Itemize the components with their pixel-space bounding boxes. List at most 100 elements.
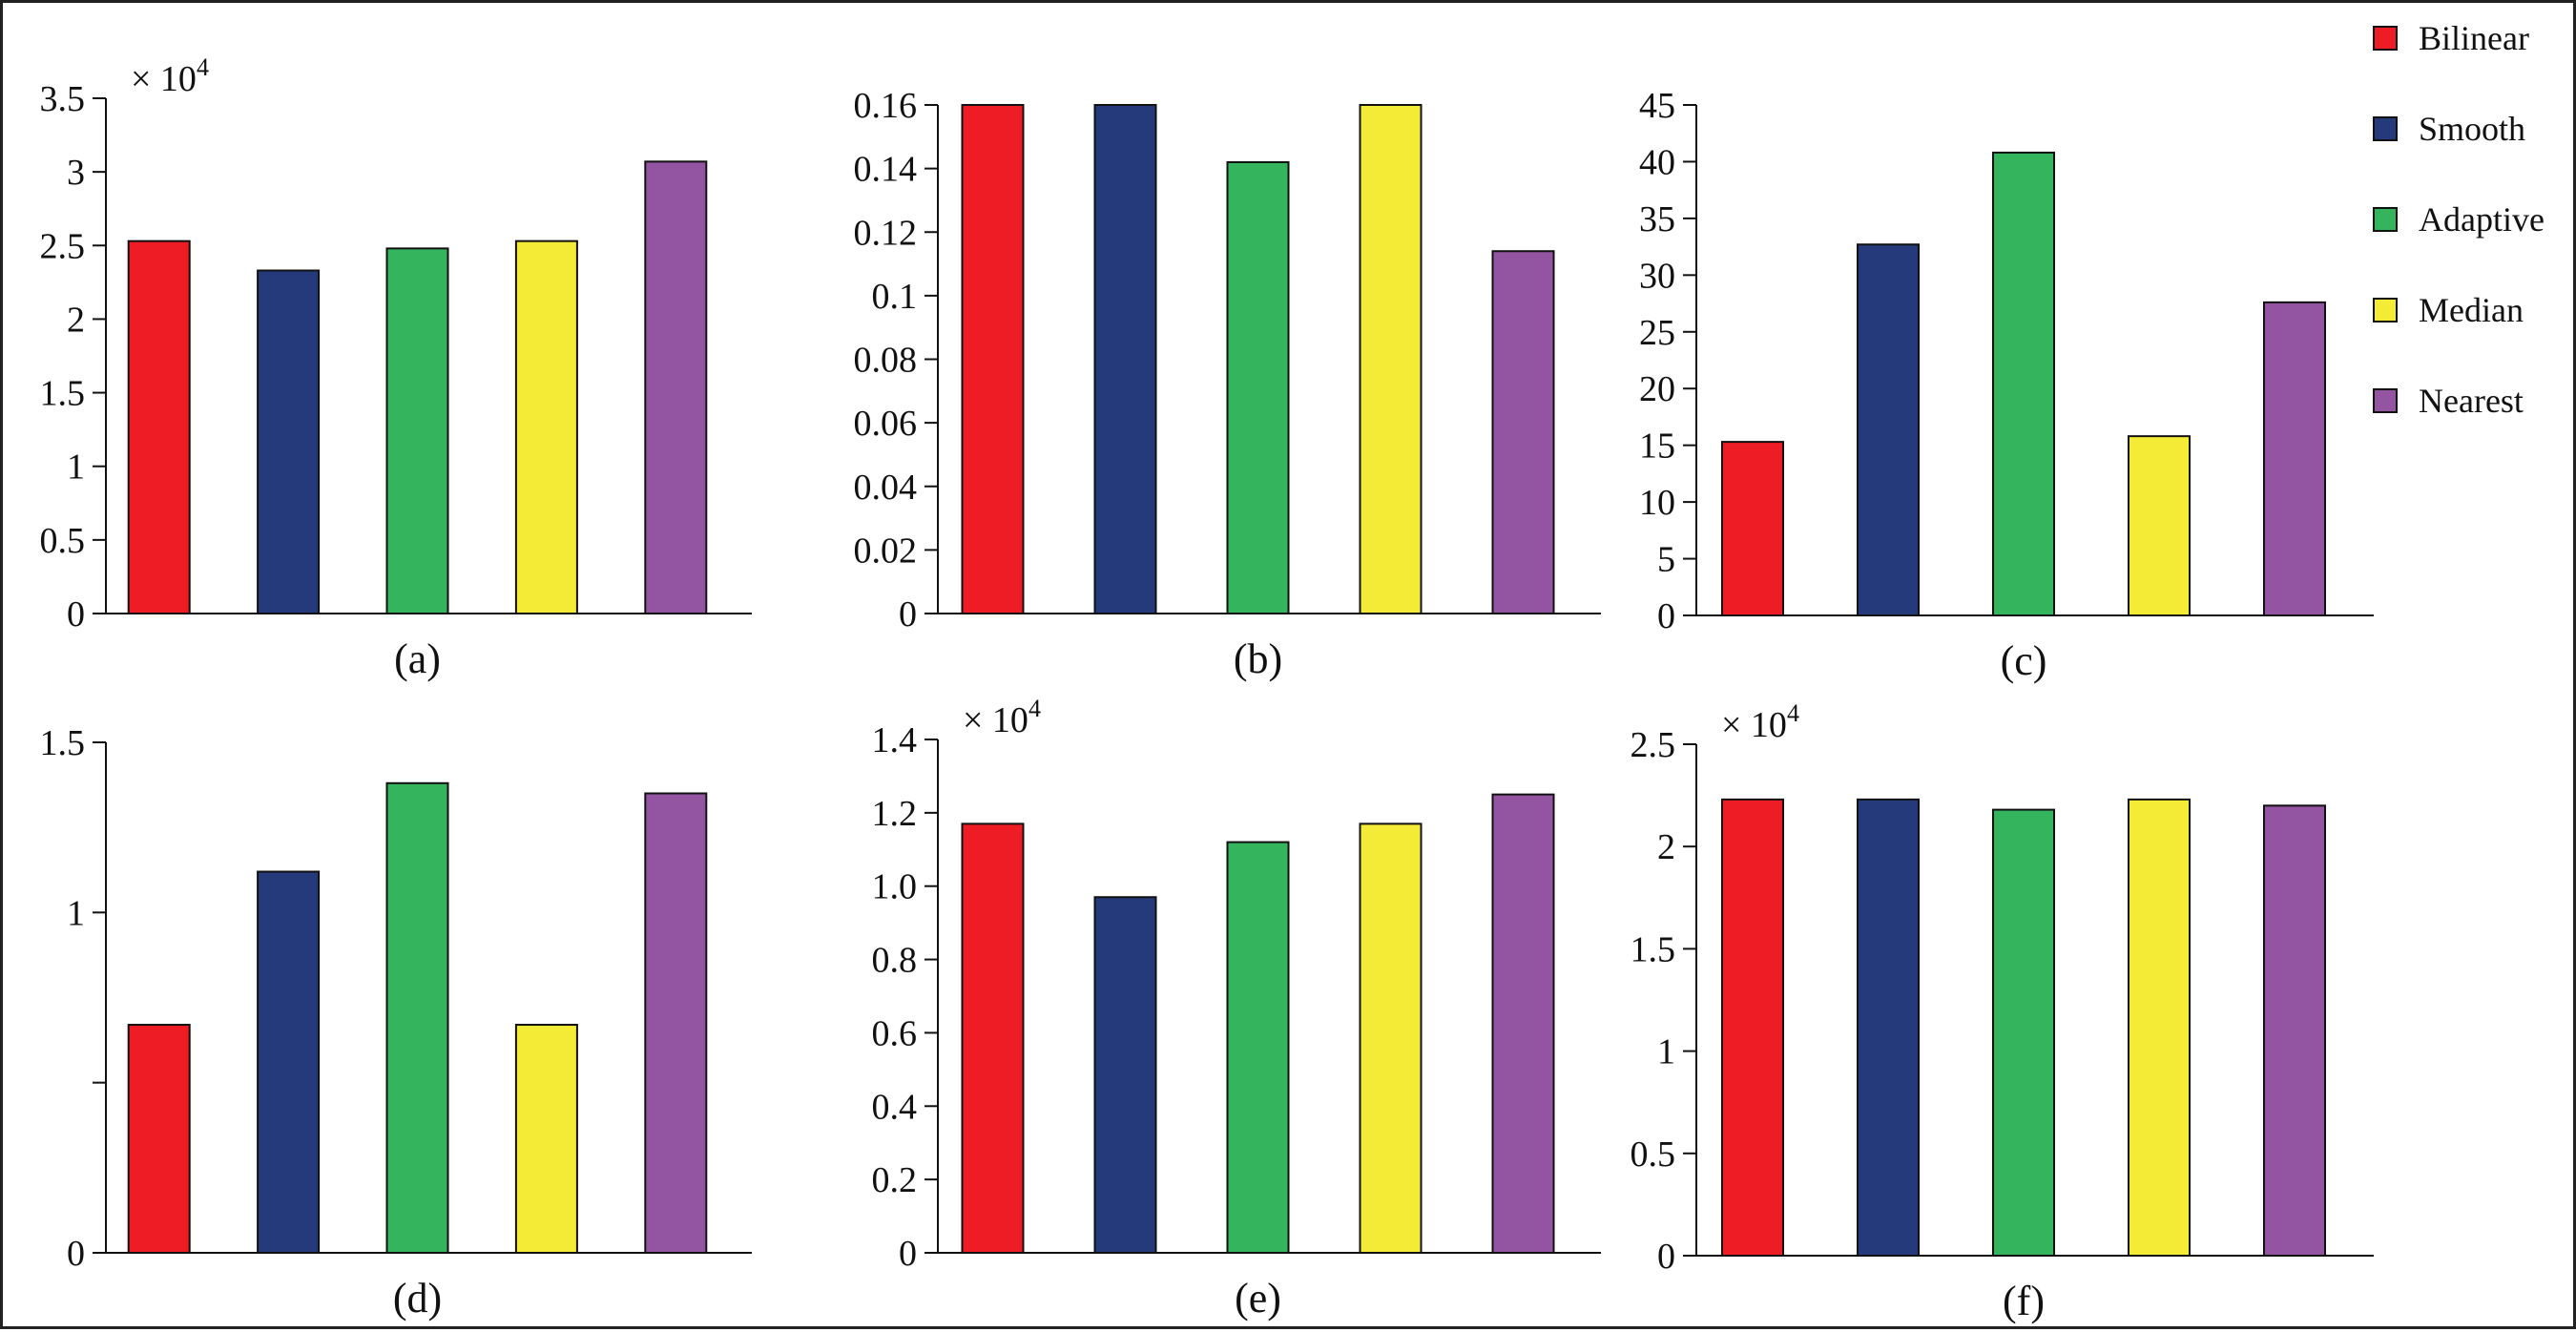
bar-bilinear [127,1024,191,1254]
chart-panel-4: 0 1 1.5 (d) [40,723,752,1322]
bar-median [1359,104,1423,614]
bar-smooth [1093,104,1157,614]
y-tick-label: 0.08 [854,341,918,381]
legend-label-smooth: Smooth [2419,110,2525,148]
axis-multiplier-label: × 104 [131,53,209,99]
bar-adaptive [1226,160,1290,614]
bar-bilinear [1721,798,1784,1257]
bar-bilinear [1721,441,1784,616]
panel-label: (f) [2003,1278,2045,1324]
bar-smooth [1093,896,1157,1254]
bar-nearest [644,160,708,614]
y-tick-label: 2.5 [40,226,86,266]
bar-median [514,239,578,615]
y-tick-label: 0.12 [854,213,918,253]
y-tick-label: 0.2 [872,1160,918,1200]
bar-smooth [257,870,321,1254]
y-tick-label: 25 [1639,313,1675,353]
bar-nearest [1491,250,1555,614]
axis-multiplier-exponent: 4 [1028,695,1041,722]
y-tick-label: 3.5 [40,79,86,119]
bar-median [2128,798,2191,1257]
y-tick-label: 15 [1639,427,1675,467]
axis-multiplier-label: × 104 [1721,699,1799,745]
y-tick-label: 0.4 [872,1087,918,1127]
bar-bilinear [961,822,1025,1255]
bar-bilinear [961,104,1025,614]
y-tick-label: 2 [67,300,85,340]
y-tick-label: 1.5 [40,723,86,763]
legend-label-adaptive: Adaptive [2419,200,2545,239]
y-tick-label: 0.16 [854,86,918,126]
y-tick-label: 1.4 [872,720,918,760]
bar-adaptive [385,247,449,614]
y-tick-label: 10 [1639,483,1675,523]
chart-panel-6: 0 0.5 1 1.5 2 2.5 × 104 (f) [1631,699,2374,1324]
legend-label-nearest: Nearest [2419,382,2524,420]
y-tick-label: 2 [1657,827,1675,867]
y-tick-label: 0 [1657,596,1675,636]
y-tick-label: 1.2 [872,794,918,834]
y-tick-label: 0 [899,1234,917,1274]
bar-smooth [257,269,321,614]
bar-nearest [644,792,708,1254]
y-tick-label: 0 [67,594,85,635]
legend-swatch-adaptive [2373,207,2398,232]
bar-adaptive [1992,808,2055,1257]
y-tick-label: 0.14 [854,150,918,190]
legend-swatch-smooth [2373,116,2398,141]
y-tick-label: 2.5 [1631,725,1676,765]
chart-panel-3: 0 5 10 15 20 25 30 35 40 45 (c) [1639,86,2374,684]
y-tick-label: 0.04 [854,468,918,508]
y-tick-label: 0 [1657,1237,1675,1277]
chart-canvas: 0 0.5 1 1.5 2 2.5 3 3.5 × 104 (a) 0 0.02 0.04 0.06 0.0… [40,19,2545,1324]
y-tick-label: 20 [1639,369,1675,409]
legend-swatch-nearest [2373,388,2398,413]
legend-label-median: Median [2419,291,2524,329]
y-tick-label: 0.8 [872,941,918,981]
panel-label: (e) [1235,1275,1281,1322]
y-tick-label: 0.6 [872,1013,918,1053]
y-tick-label: 40 [1639,142,1675,182]
bar-smooth [1857,798,1920,1257]
bar-median [2128,435,2191,616]
bar-nearest [2263,804,2326,1257]
y-tick-label: 45 [1639,86,1675,126]
panel-label: (d) [393,1275,442,1322]
bar-nearest [1491,793,1555,1255]
panel-label: (c) [2001,637,2047,684]
y-tick-label: 3 [67,153,85,193]
legend-swatch-bilinear [2373,26,2398,51]
legend: Bilinear Smooth Adaptive Median Nearest [2373,19,2545,420]
bar-bilinear [127,239,191,615]
panel-label: (a) [394,635,441,682]
y-tick-label: 1.0 [872,867,918,907]
y-tick-label: 1 [1657,1032,1675,1072]
y-tick-label: 0.5 [1631,1134,1676,1175]
y-tick-label: 0.02 [854,531,918,571]
bar-median [514,1024,578,1254]
bar-smooth [1857,243,1920,616]
chart-panel-5: 0 0.2 0.4 0.6 0.8 1.0 1.2 1.4 × 104 (e) [872,695,1601,1322]
y-tick-label: 0 [67,1234,85,1274]
y-tick-label: 0 [899,594,917,635]
bar-adaptive [1226,841,1290,1254]
y-tick-label: 35 [1639,199,1675,239]
y-tick-label: 5 [1657,540,1675,580]
axis-multiplier-label: × 104 [963,695,1041,740]
y-tick-label: 0.06 [854,404,918,444]
y-tick-label: 1.5 [40,374,86,414]
bar-median [1359,822,1423,1255]
chart-panel-1: 0 0.5 1 1.5 2 2.5 3 3.5 × 104 (a) [40,53,752,682]
panel-label: (b) [1234,635,1282,682]
axis-multiplier-exponent: 4 [197,53,209,81]
bar-nearest [2263,301,2326,616]
legend-swatch-median [2373,298,2398,323]
legend-label-bilinear: Bilinear [2419,19,2529,57]
y-tick-label: 1.5 [1631,929,1676,969]
y-tick-label: 0.1 [872,277,918,317]
y-tick-label: 0.5 [40,521,86,561]
axis-multiplier-exponent: 4 [1787,699,1799,727]
y-tick-label: 1 [67,893,85,933]
